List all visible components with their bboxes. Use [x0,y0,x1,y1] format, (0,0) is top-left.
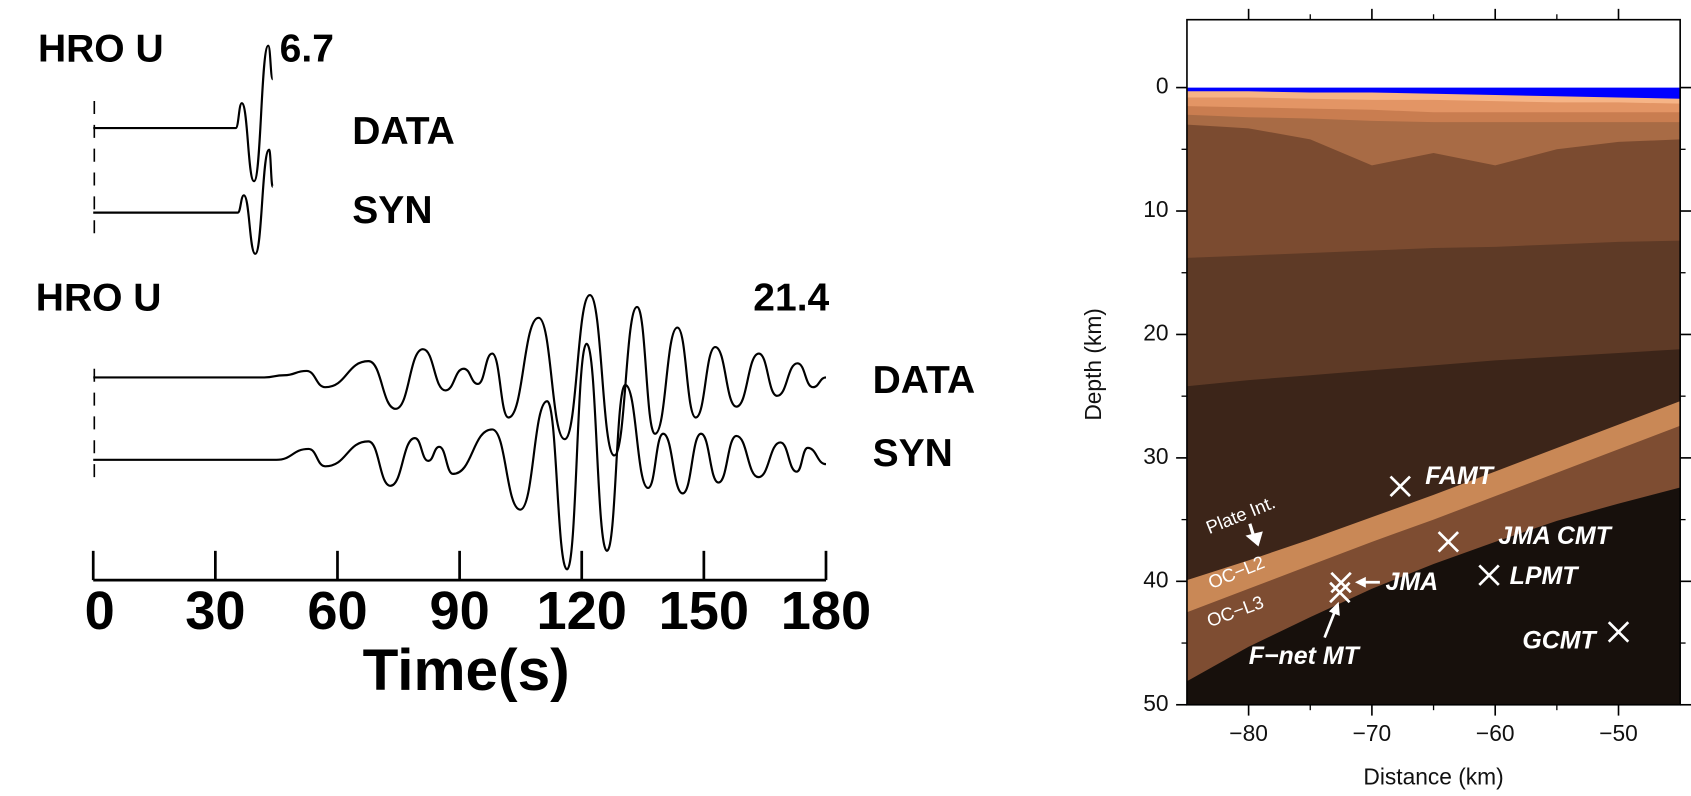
trace-label: SYN [873,432,953,475]
event-label: JMA CMT [1498,522,1612,550]
y-tick-label: 10 [1143,196,1168,222]
fnet-arrow [1323,612,1336,639]
waveform [93,148,274,255]
event-marker [1437,531,1460,553]
x-tick-label: 30 [185,581,245,641]
waveform [93,44,274,183]
amplitude-label: 21.4 [753,277,829,320]
station-label: HRO U [38,27,164,70]
x-tick-label: −80 [1229,720,1268,746]
x-tick-label: 180 [781,581,871,641]
jma-arrow-head [1354,576,1366,588]
trace-label: DATA [352,110,455,153]
fnet-arrow-head [1328,601,1340,616]
x-tick-label: 120 [537,581,627,641]
section-layers [1186,87,1681,705]
event-cross [1329,581,1351,604]
event-marker [1607,621,1630,643]
waveform-panel: HRO U 6.7 DATA SYN HRO U 21.4 DATA SYN 0 30 60 90 12… [36,27,975,702]
y-axis-label: Depth (km) [1080,308,1106,421]
x-tick-label: −50 [1599,720,1638,746]
waveform [93,293,827,457]
event-cross [1437,531,1460,553]
y-tick-label: 20 [1143,319,1168,345]
x-tick-label: 90 [429,581,489,641]
x-tick-label: 60 [307,581,367,641]
layer [1186,487,1681,705]
y-tick-label: 0 [1156,73,1169,99]
x-axis-label: Distance (km) [1363,763,1503,789]
event-cross [1389,475,1411,497]
event-marker [1329,581,1351,604]
trace-label: DATA [873,359,976,402]
event-marker [1478,564,1500,586]
y-tick-label: 30 [1143,443,1168,469]
event-label: LPMT [1510,562,1580,590]
event-cross [1478,564,1500,586]
y-tick-label: 40 [1143,566,1168,592]
plate-arrow-head [1245,531,1263,547]
event-label: FAMT [1425,462,1495,490]
x-axis-label: Time(s) [363,638,570,703]
amplitude-label: 6.7 [280,27,334,70]
y-tick-label: 50 [1143,690,1168,716]
event-marker [1389,475,1411,497]
station-label: HRO U [36,277,162,320]
trace-label: SYN [352,189,432,232]
event-label: JMA [1386,568,1439,596]
event-cross [1607,621,1630,643]
waveform [93,342,827,571]
x-tick-label: 150 [659,581,749,641]
event-label: F−net MT [1249,642,1361,670]
x-tick-label: −70 [1353,720,1392,746]
x-tick-label: 0 [85,581,115,641]
event-label: GCMT [1522,626,1597,654]
x-tick-label: −60 [1476,720,1515,746]
